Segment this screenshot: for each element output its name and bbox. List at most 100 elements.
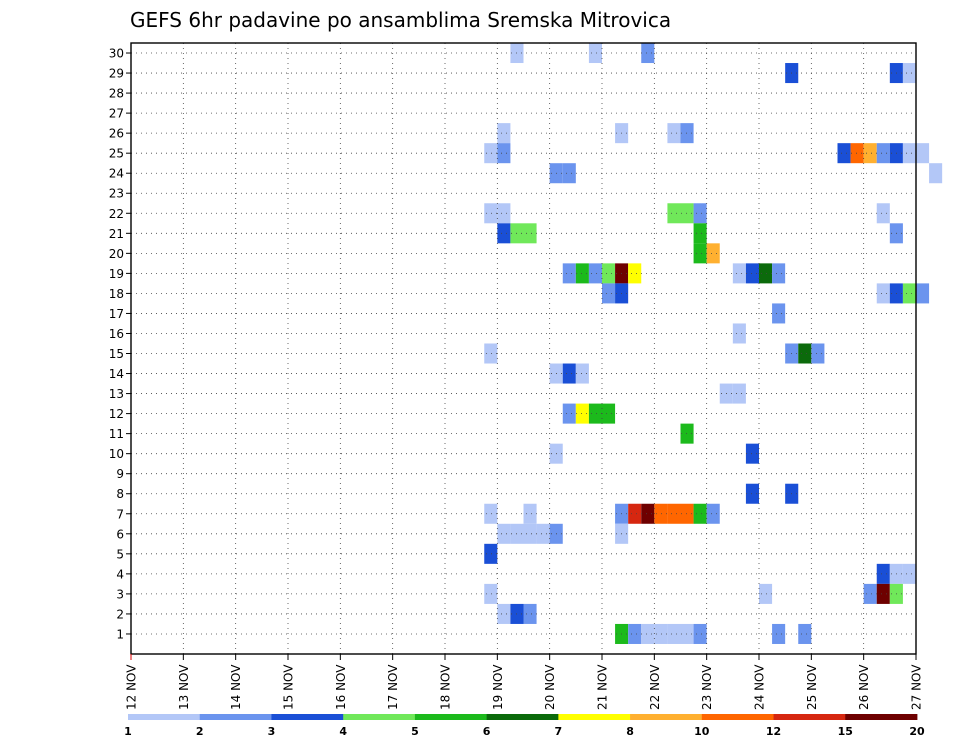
precip-cell-m21-s28	[497, 223, 511, 244]
precip-cell-m19-s34	[575, 263, 589, 284]
precip-cell-m12-s35	[588, 403, 602, 424]
precip-cell-m21-s43	[693, 223, 707, 244]
y-tick-label: 20	[109, 247, 124, 261]
precip-cell-m19-s48	[759, 263, 773, 284]
legend-swatch	[773, 714, 846, 720]
y-tick-label: 7	[116, 507, 124, 521]
cells-layer	[484, 43, 943, 644]
precip-cell-m1-s40	[654, 623, 668, 644]
precip-cell-m15-s51	[798, 343, 812, 364]
y-tick-label: 18	[109, 287, 124, 301]
legend-swatch	[558, 714, 631, 720]
precip-cell-m7-s41	[667, 503, 681, 524]
precip-cell-m19-s33	[562, 263, 576, 284]
precip-cell-m1-s51	[798, 623, 812, 644]
precip-cell-m24-s33	[562, 163, 576, 184]
precip-cell-m25-s57	[876, 143, 890, 164]
precip-cell-m7-s44	[706, 503, 720, 524]
y-tick-label: 9	[116, 467, 124, 481]
precip-cell-m14-s34	[575, 363, 589, 384]
legend-swatch	[845, 714, 918, 720]
precip-cell-m4-s57	[876, 563, 890, 584]
precip-cell-m1-s38	[628, 623, 642, 644]
y-tick-label: 2	[116, 607, 124, 621]
y-tick-label: 3	[116, 587, 124, 601]
x-tick-label: 23 NOV	[700, 664, 714, 710]
precip-cell-m19-s35	[588, 263, 602, 284]
legend-label: 6	[483, 725, 491, 738]
precip-cell-m2-s28	[497, 603, 511, 624]
precip-cell-m20-s44	[706, 243, 720, 264]
legend-swatch	[414, 714, 488, 720]
y-tick-label: 22	[109, 207, 124, 221]
x-tick-label: 25 NOV	[805, 664, 819, 710]
chart-title: GEFS 6hr padavine po ansamblima Sremska …	[130, 8, 671, 32]
x-tick-label: 17 NOV	[386, 664, 400, 710]
legend-swatch	[486, 714, 559, 720]
precip-cell-m16-s46	[732, 323, 746, 344]
precip-cell-m22-s28	[497, 203, 511, 224]
x-tick-label: 16 NOV	[334, 664, 348, 710]
precip-cell-m21-s30	[523, 223, 537, 244]
precip-cell-m22-s42	[680, 203, 694, 224]
precip-cell-m1-s49	[772, 623, 786, 644]
legend-label: 7	[555, 725, 563, 738]
precip-cell-m22-s43	[693, 203, 707, 224]
precip-cell-m18-s59	[902, 283, 916, 304]
precip-cell-m14-s33	[562, 363, 576, 384]
precip-cell-m25-s59	[902, 143, 916, 164]
legend-label: 3	[268, 725, 276, 738]
y-tick-label: 30	[109, 47, 124, 61]
legend: 1 2 3 4 5 6 7 8 10 12 15 20	[124, 714, 925, 738]
grid-layer	[131, 43, 916, 654]
precip-cell-m7-s43	[693, 503, 707, 524]
precip-cell-m6-s30	[523, 523, 537, 544]
precip-cell-m12-s34	[575, 403, 589, 424]
legend-label: 15	[838, 725, 853, 738]
legend-swatch	[271, 714, 344, 720]
x-tick-label: 15 NOV	[282, 664, 296, 710]
precip-cell-m7-s38	[628, 503, 642, 524]
precip-cell-m19-s49	[772, 263, 786, 284]
precip-cell-m25-s54	[837, 143, 851, 164]
y-tick-label: 29	[109, 67, 124, 81]
precip-cell-m1-s39	[641, 623, 655, 644]
x-tick-label: 14 NOV	[229, 664, 243, 710]
x-tick-label: 24 NOV	[753, 664, 767, 710]
y-tick-label: 10	[109, 447, 124, 461]
precip-cell-m19-s47	[745, 263, 759, 284]
legend-label: 4	[339, 725, 347, 738]
precip-cell-m7-s40	[654, 503, 668, 524]
y-tick-label: 27	[109, 107, 124, 121]
precip-cell-m11-s42	[680, 423, 694, 444]
legend-label: 8	[626, 725, 634, 738]
precip-cell-m25-s55	[850, 143, 864, 164]
x-tick-label: 26 NOV	[857, 664, 871, 710]
precip-cell-m17-s49	[772, 303, 786, 324]
legend-swatch	[701, 714, 774, 720]
legend-swatch	[199, 714, 272, 720]
precip-cell-m12-s36	[602, 403, 616, 424]
precip-cell-m26-s42	[680, 123, 694, 144]
precip-cell-m20-s43	[693, 243, 707, 264]
y-tick-label: 11	[109, 427, 124, 441]
precip-cell-m3-s57	[876, 583, 890, 604]
precip-cell-m4-s59	[902, 563, 916, 584]
legend-label: 10	[694, 725, 710, 738]
precip-cell-m25-s27	[484, 143, 498, 164]
y-tick-label: 4	[116, 567, 124, 581]
y-tick-label: 5	[116, 547, 124, 561]
precip-cell-m29-s59	[902, 63, 916, 84]
precip-cell-m22-s41	[667, 203, 681, 224]
y-tick-label: 17	[109, 307, 124, 321]
precip-cell-m18-s57	[876, 283, 890, 304]
precip-cell-m7-s27	[484, 503, 498, 524]
precip-cell-m22-s27	[484, 203, 498, 224]
precip-cell-m3-s56	[863, 583, 877, 604]
precip-cell-m8-s47	[745, 483, 759, 504]
precip-cell-m7-s42	[680, 503, 694, 524]
precip-cell-m6-s31	[536, 523, 550, 544]
y-tick-label: 28	[109, 87, 124, 101]
precip-cell-m26-s41	[667, 123, 681, 144]
